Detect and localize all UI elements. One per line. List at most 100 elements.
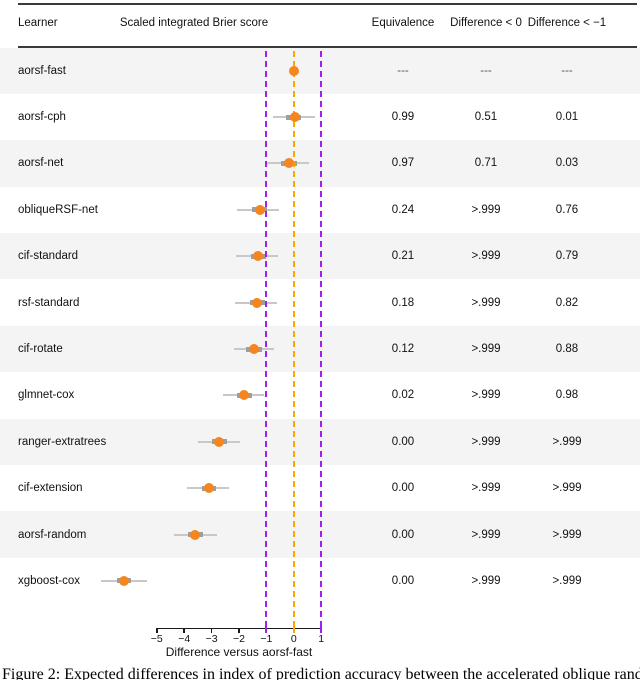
diff-lt-0-value: >.999	[471, 435, 501, 448]
reference-line-plus1	[320, 51, 323, 628]
learner-label: cif-extension	[18, 482, 83, 495]
diff-lt-minus1-value: 0.82	[555, 296, 579, 309]
point-estimate-dot	[254, 204, 265, 215]
learner-label: xgboost-cox	[18, 574, 81, 587]
learner-label: rsf-standard	[18, 296, 80, 309]
diff-lt-0-value: >.999	[471, 343, 501, 356]
learner-label: glmnet-cox	[18, 389, 75, 402]
axis-tick-label: 1	[318, 633, 325, 645]
axis-tick-label: −2	[233, 633, 245, 645]
diff-lt-minus1-value: >.999	[552, 435, 582, 448]
equivalence-value: 0.00	[391, 482, 415, 495]
axis-tick-label: −1	[260, 633, 273, 645]
table-row: cif-standard 0.21 >.999 0.79	[0, 233, 640, 280]
learner-label: aorsf-fast	[18, 64, 66, 77]
table-row: ranger-extratrees 0.00 >.999 >.999	[0, 418, 640, 466]
axis-tick-colored	[292, 627, 295, 633]
diff-lt-0-value: >.999	[471, 528, 501, 541]
diff-lt-0-value: >.999	[471, 574, 501, 587]
point-estimate-dot	[253, 251, 264, 262]
diff-lt-minus1-value: 0.98	[555, 389, 579, 402]
table-row: aorsf-fast --- --- ---	[0, 47, 640, 94]
point-estimate-dot	[288, 65, 299, 76]
learner-label: ranger-extratrees	[18, 435, 107, 448]
axis-tick-label: −3	[205, 633, 218, 645]
top-rule	[18, 3, 637, 5]
axis-tick-label: 0	[290, 633, 297, 645]
table-rows: aorsf-fast --- --- --- aorsf-cph 0.99 0.…	[0, 47, 640, 605]
axis-tick	[210, 628, 213, 633]
equivalence-value: 0.12	[391, 343, 415, 356]
equivalence-value: 0.97	[391, 157, 415, 170]
table-row: obliqueRSF-net 0.24 >.999 0.76	[0, 187, 640, 233]
table-row: aorsf-net 0.97 0.71 0.03	[0, 140, 640, 187]
axis-tick	[183, 628, 185, 633]
header-rule	[18, 45, 637, 48]
diff-lt-minus1-value: >.999	[552, 482, 582, 495]
point-estimate-dot	[283, 158, 294, 169]
point-estimate-dot	[203, 483, 214, 494]
table-row: rsf-standard 0.18 >.999 0.82	[0, 279, 640, 325]
reference-line-minus1	[265, 51, 268, 628]
equivalence-value: 0.00	[391, 435, 415, 448]
diff-lt-0-value: >.999	[471, 296, 501, 309]
equivalence-value: 0.21	[391, 250, 415, 263]
col-header-equivalence: Equivalence	[371, 17, 435, 29]
equivalence-value: 0.24	[391, 203, 415, 216]
col-header-diff-lt-0: Difference < 0	[450, 17, 522, 29]
axis-tick-colored	[320, 627, 323, 633]
diff-lt-0-value: 0.51	[474, 111, 498, 124]
axis-tick-colored	[265, 627, 268, 633]
equivalence-value: 0.00	[391, 574, 415, 587]
diff-lt-minus1-value: >.999	[552, 574, 582, 587]
table-row: xgboost-cox 0.00 >.999 >.999	[0, 558, 640, 604]
diff-lt-minus1-value: 0.03	[555, 157, 579, 170]
col-header-plot: Scaled integrated Brier score	[119, 17, 269, 29]
axis-tick	[156, 628, 158, 633]
x-axis-title: Difference versus aorsf-fast	[165, 645, 313, 659]
equivalence-value: 0.18	[391, 296, 415, 309]
col-header-learner: Learner	[18, 17, 58, 29]
diff-lt-minus1-value: 0.76	[555, 203, 579, 216]
point-estimate-dot	[238, 390, 249, 401]
learner-label: aorsf-cph	[18, 111, 66, 124]
diff-lt-0-value: ---	[480, 64, 492, 77]
axis-tick-label: −4	[178, 633, 191, 645]
table-row: glmnet-cox 0.02 >.999 0.98	[0, 372, 640, 418]
diff-lt-0-value: >.999	[471, 203, 501, 216]
equivalence-value: 0.99	[391, 111, 415, 124]
learner-label: obliqueRSF-net	[18, 203, 98, 216]
axis-tick-label: −5	[150, 633, 163, 645]
equivalence-value: 0.02	[391, 389, 415, 402]
table-row: aorsf-random 0.00 >.999 >.999	[0, 511, 640, 558]
diff-lt-0-value: >.999	[471, 250, 501, 263]
axis-tick	[238, 628, 240, 633]
diff-lt-minus1-value: 0.01	[555, 111, 579, 124]
learner-label: cif-standard	[18, 250, 79, 263]
table-row: aorsf-cph 0.99 0.51 0.01	[0, 94, 640, 140]
learner-label: cif-rotate	[18, 343, 63, 356]
diff-lt-minus1-value: 0.88	[555, 343, 579, 356]
point-estimate-dot	[189, 529, 200, 540]
table-row: cif-extension 0.00 >.999 >.999	[0, 465, 640, 511]
equivalence-value: 0.00	[391, 528, 415, 541]
diff-lt-minus1-value: 0.79	[555, 250, 579, 263]
diff-lt-0-value: 0.71	[474, 157, 498, 170]
point-estimate-dot	[249, 344, 260, 355]
point-estimate-dot	[289, 112, 300, 123]
diff-lt-minus1-value: >.999	[552, 528, 582, 541]
point-estimate-dot	[252, 297, 263, 308]
learner-label: aorsf-random	[18, 528, 87, 541]
reference-line-zero	[292, 51, 295, 628]
diff-lt-0-value: >.999	[471, 389, 501, 402]
diff-lt-0-value: >.999	[471, 482, 501, 495]
equivalence-value: ---	[397, 64, 409, 77]
table-row: cif-rotate 0.12 >.999 0.88	[0, 325, 640, 373]
point-estimate-dot	[214, 436, 225, 447]
figure-caption: Figure 2: Expected differences in index …	[2, 666, 640, 680]
diff-lt-minus1-value: ---	[561, 64, 573, 77]
col-header-diff-lt-minus1: Difference < −1	[527, 17, 607, 29]
point-estimate-dot	[119, 575, 130, 586]
learner-label: aorsf-net	[18, 157, 64, 170]
